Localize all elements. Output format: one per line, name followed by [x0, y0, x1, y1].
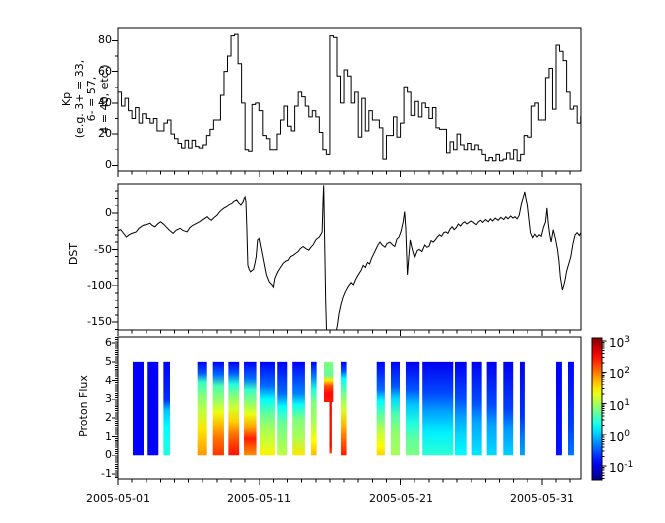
kp-ytick-label: 20	[98, 127, 112, 140]
colorbar-tick-label: 101	[609, 396, 630, 414]
xtick-label-date: 2005-05-01	[86, 492, 150, 505]
colorbar-tick-label: 103	[609, 333, 630, 351]
dst-ytick-label: 0	[105, 206, 112, 219]
kp-series-line	[118, 33, 581, 162]
pf-heatmap-bar	[486, 361, 497, 456]
pf-heatmap-bars	[132, 361, 574, 456]
xtick-label-date: 2005-05-11	[227, 492, 291, 505]
pf-heatmap-bar	[292, 361, 305, 456]
pf-heatmap-bar	[376, 361, 385, 456]
colorbar-tick-exp: 3	[624, 335, 631, 345]
colorbar-tick-base: 10	[609, 336, 625, 350]
pf-heatmap-bar	[454, 361, 467, 456]
pf-heatmap-bar	[259, 361, 275, 456]
colorbar-tick-exp: 0	[624, 429, 631, 439]
kp-ytick-label: 0	[105, 158, 112, 171]
pf-ytick-label: 1	[105, 430, 112, 443]
dst-ytick-label: -150	[87, 315, 112, 328]
kp-ytick-label: 40	[98, 96, 112, 109]
pf-ytick-label: 6	[105, 336, 112, 349]
colorbar-tick-base: 10	[609, 367, 625, 381]
pf-heatmap-bar	[329, 401, 332, 454]
colorbar-tick-exp: -1	[624, 460, 634, 470]
pf-heatmap-bar	[340, 361, 347, 456]
axis-ticks	[112, 39, 607, 485]
kp-ytick-label: 60	[98, 65, 112, 78]
pf-ytick-label: 5	[105, 355, 112, 368]
pf-heatmap-bar	[212, 361, 224, 456]
colorbar-tick-base: 10	[609, 461, 625, 475]
pf-heatmap-bar	[228, 361, 240, 456]
pf-heatmap-bar	[471, 361, 482, 456]
colorbar-gradient	[591, 337, 603, 481]
pf-heatmap-bar	[503, 361, 514, 456]
pf-ytick-label: -1	[101, 467, 112, 480]
pf-ytick-label: 2	[105, 411, 112, 424]
pf-ytick-label: 0	[105, 448, 112, 461]
pf-heatmap-bar	[568, 361, 574, 456]
pf-heatmap-bar	[132, 361, 144, 456]
colorbar-tick-base: 10	[609, 430, 625, 444]
pf-heatmap-bar	[323, 361, 334, 403]
pf-heatmap-bar	[405, 361, 420, 456]
pf-heatmap-bar	[390, 361, 401, 456]
pf-heatmap-bar	[163, 361, 170, 456]
colorbar-tick-exp: 1	[624, 398, 631, 408]
colorbar-tick-label: 10-1	[609, 458, 633, 476]
pf-heatmap-bar	[277, 361, 288, 456]
colorbar-tick-exp: 2	[624, 366, 631, 376]
kp-panel-box	[117, 27, 582, 172]
kp-axis-label-line1: Kp	[60, 91, 73, 107]
dst-ytick-label: -50	[94, 243, 112, 256]
pf-heatmap-bar	[197, 361, 207, 456]
pf-panel-box	[117, 336, 582, 480]
dst-panel-box	[117, 183, 582, 331]
pf-ytick-label: 3	[105, 392, 112, 405]
colorbar-tick-label: 102	[609, 364, 630, 382]
xtick-label-date: 2005-05-31	[510, 492, 574, 505]
pf-heatmap-bar	[310, 361, 317, 456]
pf-ytick-label: 4	[105, 374, 112, 387]
pf-heatmap-bar	[147, 361, 159, 456]
pf-heatmap-bar	[244, 361, 257, 456]
colorbar-tick-base: 10	[609, 399, 625, 413]
pf-heatmap-bar	[519, 361, 525, 456]
colorbar-tick-label: 100	[609, 427, 630, 445]
pf-heatmap-bar	[555, 361, 562, 456]
dst-series-line	[118, 185, 581, 330]
xtick-label-date: 2005-05-21	[369, 492, 433, 505]
kp-ytick-label: 80	[98, 33, 112, 46]
pf-heatmap-bar	[422, 361, 454, 456]
dst-ytick-label: -100	[87, 279, 112, 292]
